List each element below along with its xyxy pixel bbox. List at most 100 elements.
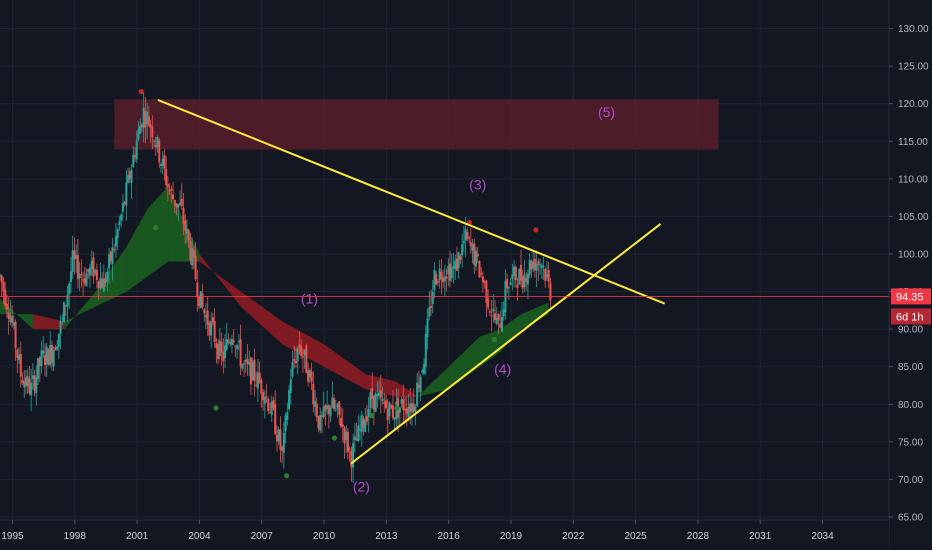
candle-body xyxy=(269,412,272,414)
current-price-tag[interactable]: 94.35 xyxy=(891,288,931,305)
candle-body xyxy=(485,280,488,303)
candle-body xyxy=(23,381,26,388)
candle-body xyxy=(511,274,514,280)
candle-body xyxy=(229,342,232,344)
candle-body xyxy=(260,380,263,394)
candle-body xyxy=(249,357,252,385)
candle-body xyxy=(208,322,211,336)
candle-body xyxy=(407,407,410,417)
candle-body xyxy=(521,276,524,289)
grid xyxy=(0,0,889,520)
candle-body xyxy=(227,339,230,343)
candle-body xyxy=(480,272,483,275)
candle-body xyxy=(476,253,479,257)
candle-body xyxy=(180,198,183,207)
candle-body xyxy=(355,438,358,441)
candle-body xyxy=(19,354,22,377)
candle-body xyxy=(118,221,121,226)
candle-body xyxy=(294,360,297,364)
candle-body xyxy=(106,271,109,282)
candle-body xyxy=(175,203,178,208)
candle-body xyxy=(423,363,426,374)
time-axis-background xyxy=(0,520,889,550)
candle-body xyxy=(50,345,53,363)
price-axis[interactable]: 65.0070.0075.0080.0085.0090.0095.00100.0… xyxy=(888,0,932,550)
candle-body xyxy=(516,284,519,288)
candle-body xyxy=(179,203,182,205)
candle-body xyxy=(9,315,12,323)
candle-body xyxy=(120,214,123,221)
candle-body xyxy=(82,279,85,281)
ribbon-segment xyxy=(33,314,65,330)
candle-body xyxy=(187,230,190,241)
swing-low-marker xyxy=(491,337,497,343)
time-tick-label: 2025 xyxy=(624,531,647,542)
candle-body xyxy=(547,269,550,282)
candle-body xyxy=(338,401,341,415)
candle-body xyxy=(71,250,74,272)
candle-body xyxy=(359,428,362,431)
candle-body xyxy=(343,427,346,444)
price-tick-label: 115.00 xyxy=(898,137,928,148)
candle-body xyxy=(478,260,481,278)
candle-body xyxy=(83,278,86,284)
candle-body xyxy=(248,362,251,365)
candle-body xyxy=(128,171,131,179)
candle-body xyxy=(305,345,308,373)
candle-body xyxy=(109,251,112,262)
candle-body xyxy=(16,349,19,358)
candle-body xyxy=(113,249,116,251)
trendline[interactable] xyxy=(157,99,666,305)
candle-body xyxy=(296,348,299,362)
ribbon-segment xyxy=(324,344,366,390)
candle-body xyxy=(461,244,464,256)
candle-body xyxy=(80,274,83,276)
candle-body xyxy=(402,399,405,410)
candle-body xyxy=(459,255,462,260)
candle-body xyxy=(376,394,379,397)
candle-body xyxy=(45,346,48,364)
candle-body xyxy=(97,281,100,288)
time-tick-label: 2016 xyxy=(438,531,461,542)
candle-body xyxy=(447,266,450,275)
candle-body xyxy=(329,408,332,417)
candle-body xyxy=(490,315,493,317)
candle-body xyxy=(492,309,495,312)
candle-body xyxy=(99,277,102,289)
ribbon-segment xyxy=(95,246,127,307)
candle-body xyxy=(56,346,59,350)
candle-body xyxy=(454,260,457,270)
candle-body xyxy=(42,350,45,354)
candle-body xyxy=(345,431,348,441)
candle-body xyxy=(73,250,76,260)
candle-body xyxy=(265,396,268,398)
candle-body xyxy=(317,416,320,429)
candle-body xyxy=(258,372,261,383)
swing-high-marker xyxy=(533,227,539,233)
candle-body xyxy=(494,313,497,321)
candle-body xyxy=(360,414,363,432)
trendlines[interactable] xyxy=(157,99,666,465)
candle-body xyxy=(429,305,432,308)
time-tick-label: 1998 xyxy=(64,531,87,542)
candle-body xyxy=(416,382,419,407)
candle-body xyxy=(393,417,396,420)
candle-body xyxy=(275,434,278,442)
candle-body xyxy=(270,401,273,416)
time-tick-label: 2007 xyxy=(251,531,274,542)
candle-body xyxy=(346,431,349,453)
candle-body xyxy=(230,339,233,346)
time-axis[interactable]: 1995 1998 2001 2004 2007 2010 2013 2016 2019 2022… xyxy=(0,519,889,550)
candle-body xyxy=(75,254,78,259)
candle-body xyxy=(213,321,216,343)
candle-body xyxy=(506,279,509,289)
candle-body xyxy=(224,345,227,359)
ribbon-segment xyxy=(282,321,324,367)
candle-body xyxy=(362,418,365,428)
candle-body xyxy=(192,250,195,258)
candle-body xyxy=(433,269,436,290)
candle-body xyxy=(253,359,256,382)
trendline[interactable] xyxy=(350,223,662,465)
candle-body xyxy=(87,269,90,273)
